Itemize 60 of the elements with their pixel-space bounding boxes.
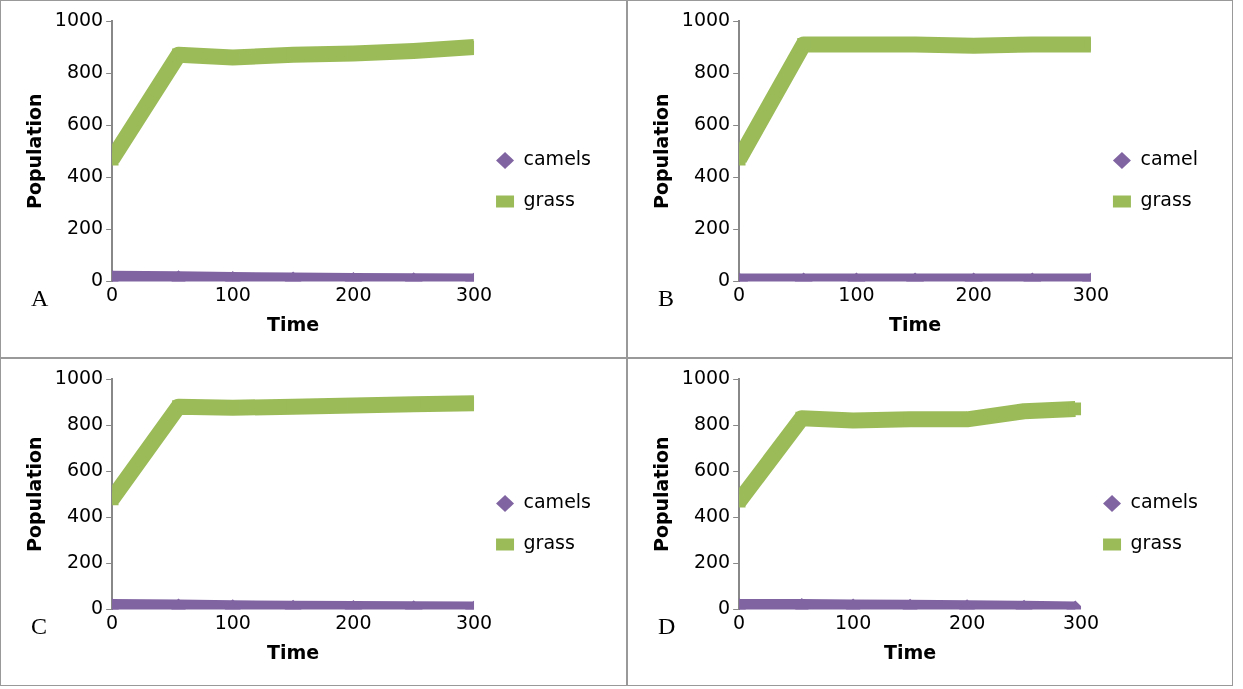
y-tick-label: 800 — [66, 60, 104, 83]
legend-label: camels — [523, 147, 591, 170]
x-tick-label: 0 — [106, 282, 119, 305]
x-axis-title: Time — [888, 312, 942, 335]
legend-label: grass — [523, 188, 575, 211]
y-tick-label: 800 — [693, 60, 731, 83]
y-tick-label: 200 — [693, 550, 731, 573]
x-tick-label: 200 — [335, 610, 372, 633]
y-tick-label: 600 — [66, 112, 104, 135]
text: B — [658, 285, 675, 311]
y-tick-label: 400 — [66, 164, 104, 187]
text: C — [31, 613, 48, 639]
x-tick-label: 300 — [455, 610, 493, 633]
text: D — [658, 613, 676, 639]
y-tick-label: 600 — [693, 112, 731, 135]
y-tick-label: 1000 — [681, 7, 731, 30]
x-tick-label: 100 — [214, 282, 251, 305]
y-tick-label: 800 — [66, 412, 104, 435]
x-tick-label: 100 — [834, 610, 872, 633]
y-tick-label: 400 — [693, 504, 731, 527]
y-tick-label: 1000 — [681, 365, 731, 388]
text: A — [31, 285, 49, 311]
x-tick-label: 300 — [1072, 282, 1110, 305]
x-tick-label: 300 — [455, 282, 493, 305]
y-tick-label: 200 — [66, 216, 104, 239]
x-axis-title: Time — [884, 640, 937, 663]
x-tick-label: 200 — [948, 610, 986, 633]
x-tick-label: 0 — [733, 610, 746, 633]
legend-label: grass — [1130, 531, 1182, 554]
legend-label: camels — [1130, 490, 1198, 513]
y-axis-title: Population — [650, 436, 673, 553]
y-axis-title: Population — [23, 93, 46, 210]
legend-label: grass — [523, 531, 575, 554]
y-tick-label: 400 — [66, 504, 104, 527]
legend-label: camels — [523, 490, 591, 513]
y-tick-label: 200 — [693, 216, 731, 239]
legend-label: camel — [1140, 147, 1199, 170]
legend-label: grass — [1140, 188, 1192, 211]
y-tick-label: 1000 — [54, 7, 104, 30]
y-tick-label: 0 — [91, 596, 104, 619]
y-tick-label: 0 — [91, 268, 104, 291]
x-tick-label: 300 — [1062, 610, 1100, 633]
x-axis-title: Time — [267, 640, 320, 663]
y-tick-label: 400 — [693, 164, 731, 187]
y-tick-label: 600 — [66, 458, 104, 481]
y-axis-title: Population — [650, 93, 673, 210]
y-tick-label: 200 — [66, 550, 104, 573]
x-axis-title: Time — [267, 312, 320, 335]
y-tick-label: 0 — [718, 596, 731, 619]
y-tick-label: 600 — [693, 458, 731, 481]
y-tick-label: 800 — [693, 412, 731, 435]
x-tick-label: 100 — [214, 610, 251, 633]
x-tick-label: 0 — [733, 282, 746, 305]
y-tick-label: 1000 — [54, 365, 104, 388]
x-tick-label: 0 — [106, 610, 119, 633]
y-tick-label: 0 — [718, 268, 731, 291]
x-tick-label: 200 — [335, 282, 372, 305]
y-axis-title: Population — [23, 436, 46, 553]
x-tick-label: 100 — [838, 282, 875, 305]
x-tick-label: 200 — [955, 282, 992, 305]
